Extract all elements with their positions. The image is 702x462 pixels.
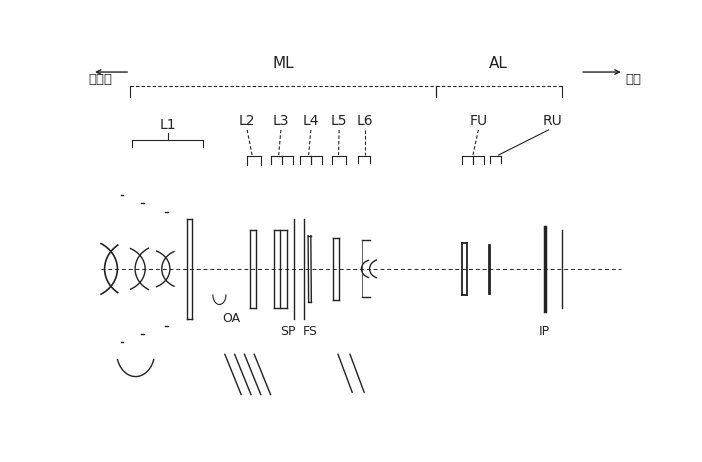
Text: SP: SP bbox=[280, 325, 296, 338]
Text: FU: FU bbox=[470, 114, 487, 128]
Text: L3: L3 bbox=[272, 114, 289, 128]
Text: FS: FS bbox=[303, 325, 318, 338]
Text: L5: L5 bbox=[331, 114, 347, 128]
Text: L2: L2 bbox=[239, 114, 256, 128]
Text: AL: AL bbox=[489, 56, 508, 71]
Text: 像側: 像側 bbox=[625, 73, 641, 86]
Text: 物体側: 物体側 bbox=[89, 73, 113, 86]
Text: ML: ML bbox=[273, 56, 294, 71]
Text: RU: RU bbox=[543, 114, 563, 128]
Text: L4: L4 bbox=[303, 114, 319, 128]
Text: L6: L6 bbox=[357, 114, 373, 128]
Text: IP: IP bbox=[539, 325, 550, 338]
Text: OA: OA bbox=[222, 311, 240, 325]
Text: L1: L1 bbox=[159, 118, 176, 132]
